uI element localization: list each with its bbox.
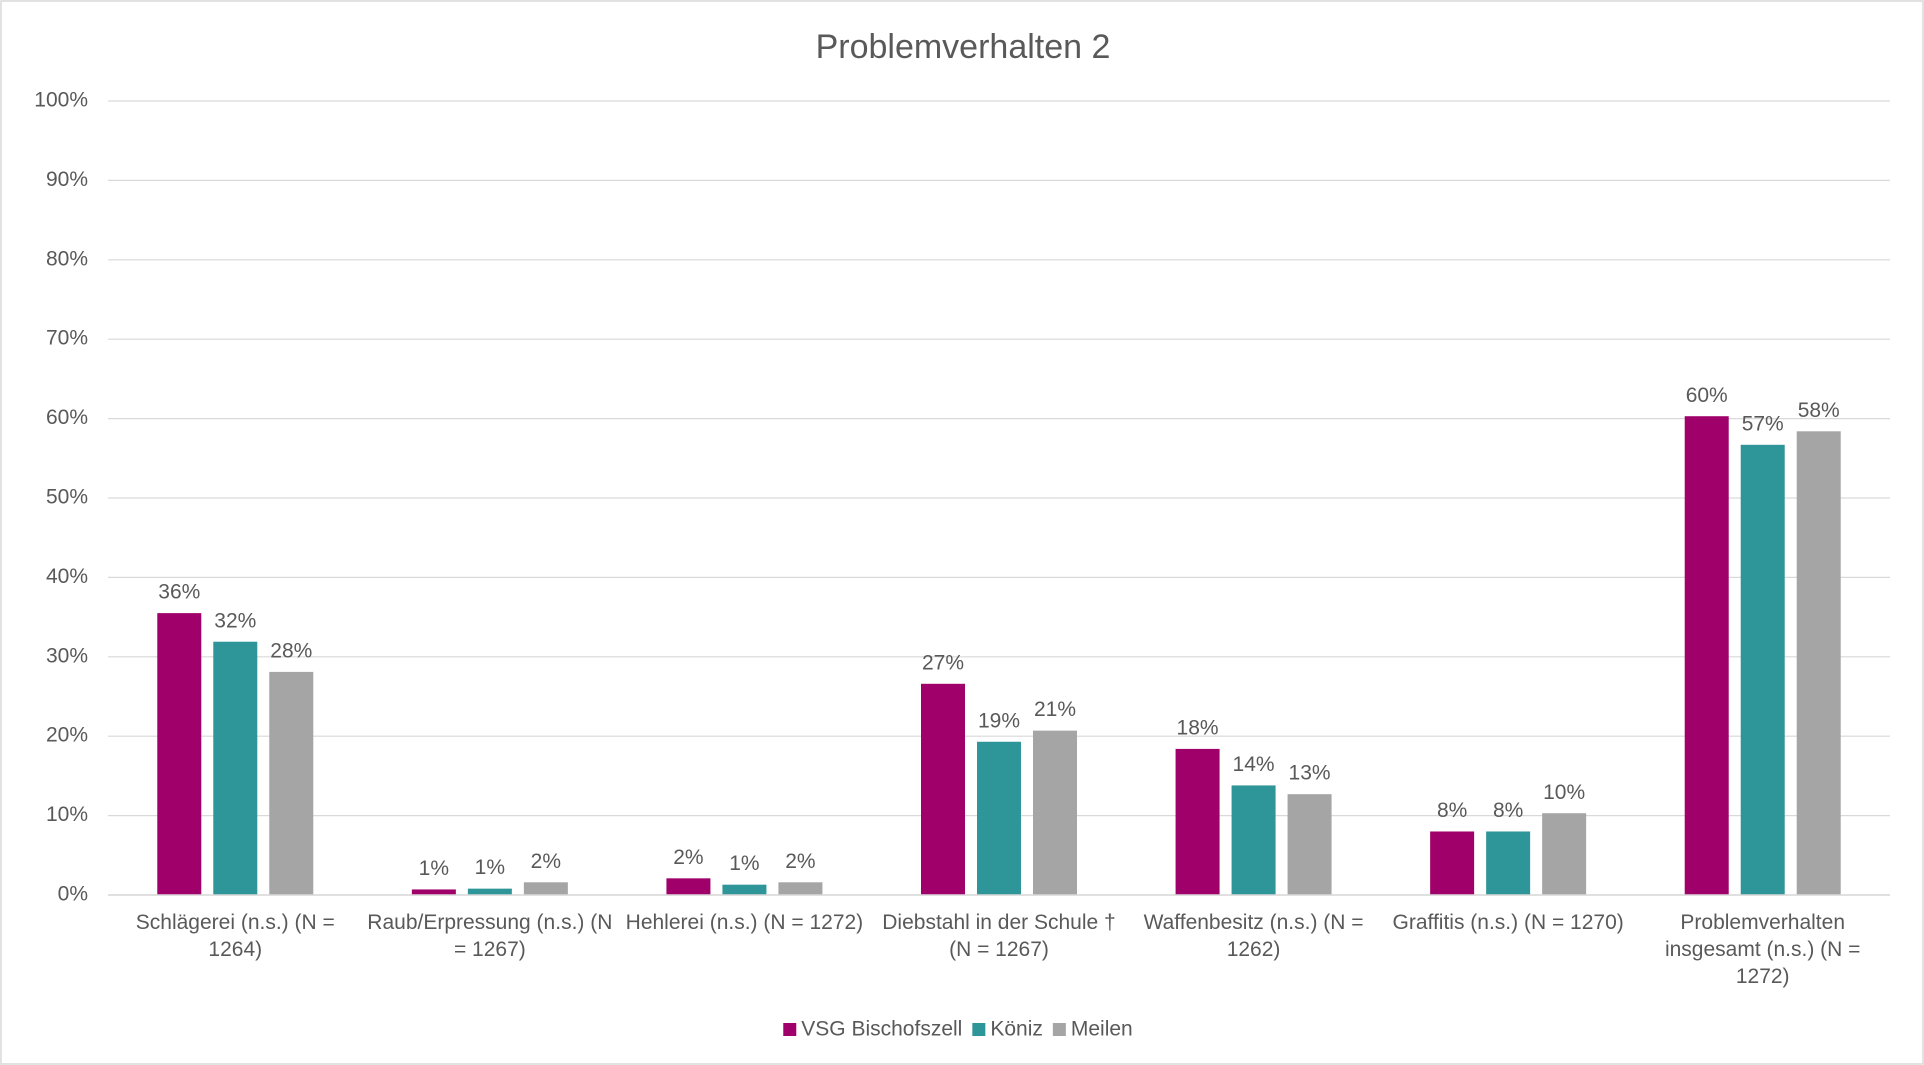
legend-swatch: [1052, 1023, 1066, 1036]
legend-label: VSG Bischofszell: [801, 1018, 962, 1041]
data-label: 19%: [978, 709, 1020, 732]
bar: [778, 882, 823, 895]
bar: [213, 641, 258, 895]
legend-label: Köniz: [990, 1018, 1043, 1041]
legend-swatch: [783, 1023, 797, 1036]
data-label: 21%: [1034, 698, 1076, 721]
legend-swatch: [972, 1023, 986, 1036]
data-label: 1%: [729, 852, 759, 875]
y-tick-label: 60%: [46, 406, 88, 429]
data-label: 32%: [214, 609, 256, 632]
legend-label: Meilen: [1071, 1018, 1133, 1041]
data-label: 57%: [1742, 412, 1784, 435]
data-label: 10%: [1543, 781, 1585, 804]
bar: [269, 671, 314, 895]
data-label: 28%: [270, 639, 312, 662]
x-tick-label: Hehlerei (n.s.) (N = 1272): [625, 911, 864, 934]
data-label: 36%: [158, 581, 200, 604]
bar: [1033, 730, 1077, 895]
data-label: 13%: [1289, 762, 1331, 785]
y-tick-label: 10%: [46, 803, 88, 826]
data-label: 14%: [1233, 753, 1275, 776]
data-label: 58%: [1798, 399, 1840, 422]
data-label: 2%: [673, 846, 703, 869]
bar: [1486, 831, 1531, 895]
y-tick-label: 50%: [46, 486, 88, 509]
bar: [523, 882, 568, 895]
data-label: 18%: [1177, 716, 1219, 739]
bar: [1740, 444, 1785, 895]
data-label: 1%: [419, 857, 449, 880]
x-tick-label: Waffenbesitz (n.s.) (N = 1262): [1143, 911, 1364, 961]
bar: [467, 888, 512, 895]
x-tick-label: Schlägerei (n.s.) (N = 1264): [135, 911, 335, 961]
data-label: 2%: [785, 850, 815, 873]
bar: [1430, 831, 1475, 895]
bar: [1796, 431, 1841, 895]
x-tick-label: Diebstahl in der Schule † (N = 1267): [882, 911, 1116, 961]
y-tick-label: 90%: [46, 168, 88, 191]
data-label: 8%: [1493, 799, 1523, 822]
y-tick-label: 70%: [46, 327, 88, 350]
data-label: 27%: [922, 651, 964, 674]
y-tick-label: 40%: [46, 565, 88, 588]
y-tick-label: 30%: [46, 644, 88, 667]
data-label: 8%: [1437, 799, 1467, 822]
bar: [722, 884, 767, 895]
data-label: 2%: [531, 850, 561, 873]
bar: [1287, 794, 1332, 895]
bar: [157, 613, 202, 895]
x-tick-label: Graffitis (n.s.) (N = 1270): [1392, 911, 1624, 934]
bar: [921, 683, 965, 895]
bar: [411, 889, 456, 895]
chart-title: Problemverhalten 2: [816, 28, 1111, 66]
data-label: 1%: [475, 856, 505, 879]
y-tick-label: 20%: [46, 724, 88, 747]
bar: [1231, 785, 1276, 895]
bar: [1684, 416, 1729, 895]
x-tick-label: Raub/Erpressung (n.s.) (N = 1267): [367, 911, 613, 961]
y-tick-label: 80%: [46, 247, 88, 270]
bar: [1175, 748, 1220, 895]
bar: [1542, 813, 1587, 895]
bar: [977, 741, 1021, 895]
x-tick-label: Problemverhalten insgesamt (n.s.) (N = 1…: [1664, 911, 1861, 988]
y-tick-label: 100%: [34, 89, 88, 112]
bar: [666, 878, 711, 895]
y-tick-label: 0%: [58, 883, 88, 906]
data-label: 60%: [1686, 384, 1728, 407]
